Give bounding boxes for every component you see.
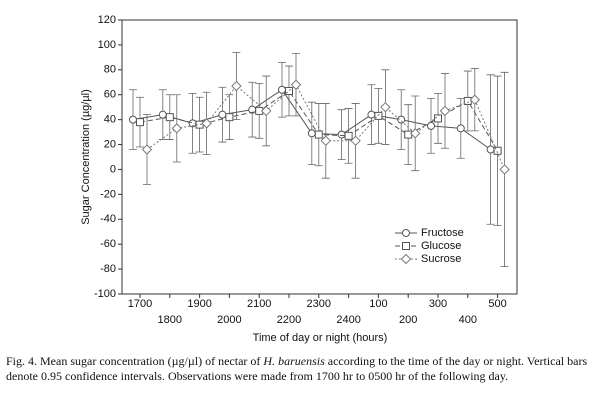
data-point bbox=[493, 146, 502, 155]
data-point bbox=[486, 145, 495, 154]
x-tick-label: 100 bbox=[369, 298, 387, 310]
chart: Sugar Concentration (µg/µl) Time of day … bbox=[80, 14, 518, 344]
y-tick-label: 120 bbox=[98, 14, 116, 26]
x-tick-label: 2000 bbox=[217, 314, 241, 326]
data-point bbox=[158, 110, 167, 119]
caption: Fig. 4. Mean sugar concentration (µg/µl)… bbox=[6, 354, 592, 384]
x-tick-label: 500 bbox=[488, 298, 506, 310]
y-tick-label: 60 bbox=[104, 89, 116, 101]
x-tick-label: 1800 bbox=[158, 314, 182, 326]
data-point bbox=[374, 111, 383, 120]
data-point bbox=[141, 144, 153, 155]
data-point bbox=[314, 130, 323, 139]
data-point bbox=[136, 118, 144, 127]
data-point bbox=[439, 105, 451, 117]
x-tick-label: 300 bbox=[429, 298, 447, 310]
x-axis-label: Time of day or night (hours) bbox=[253, 332, 388, 344]
plot-frame bbox=[121, 19, 518, 295]
legend-label: Sucrose bbox=[421, 253, 461, 265]
data-point bbox=[320, 135, 332, 147]
data-point bbox=[285, 86, 293, 95]
y-tick-label: -80 bbox=[100, 263, 116, 275]
data-point bbox=[427, 121, 435, 130]
data-point bbox=[129, 115, 137, 124]
data-point bbox=[165, 113, 174, 122]
data-point bbox=[201, 118, 212, 129]
data-point bbox=[456, 124, 465, 133]
y-tick-label: 80 bbox=[104, 64, 116, 76]
data-point bbox=[434, 114, 442, 123]
x-tick-label: 2300 bbox=[307, 298, 331, 310]
data-point bbox=[380, 101, 391, 113]
legend-label: Fructose bbox=[421, 227, 464, 239]
y-tick-label: -60 bbox=[100, 238, 116, 250]
data-point bbox=[231, 80, 242, 92]
x-tick-label: 2100 bbox=[247, 298, 271, 310]
x-tick-label: 400 bbox=[459, 314, 477, 326]
legend-marker bbox=[400, 253, 412, 265]
data-point bbox=[218, 110, 227, 119]
y-tick-label: 20 bbox=[104, 138, 116, 150]
data-point bbox=[469, 94, 481, 105]
data-point bbox=[337, 130, 346, 139]
caption-text: according to the time of the day or nigh… bbox=[6, 354, 588, 383]
data-point bbox=[404, 130, 413, 139]
legend-marker bbox=[402, 242, 410, 250]
data-point bbox=[290, 79, 302, 90]
x-tick-label: 1900 bbox=[187, 298, 211, 310]
data-point bbox=[171, 123, 183, 134]
data-point bbox=[260, 105, 272, 117]
x-tick-label: 2200 bbox=[277, 314, 301, 326]
x-tick-label: 1700 bbox=[128, 298, 152, 310]
y-tick-label: -100 bbox=[94, 288, 116, 300]
x-tick-label: 2400 bbox=[336, 314, 360, 326]
data-point bbox=[397, 115, 406, 124]
legend-marker bbox=[402, 229, 410, 237]
data-point bbox=[225, 113, 234, 122]
caption-text: Fig. 4. Mean sugar concentration (µg/µl)… bbox=[6, 354, 264, 368]
x-tick-label: 200 bbox=[399, 314, 417, 326]
data-point bbox=[344, 131, 353, 140]
y-tick-label: 40 bbox=[104, 114, 116, 126]
caption-species: H. baruensis bbox=[263, 354, 325, 368]
data-point bbox=[409, 128, 421, 139]
data-point bbox=[499, 164, 510, 175]
y-tick-label: 100 bbox=[98, 39, 116, 51]
data-point bbox=[367, 110, 376, 119]
data-point bbox=[350, 135, 361, 147]
legend-label: Glucose bbox=[421, 240, 461, 252]
y-tick-label: -40 bbox=[100, 213, 116, 225]
y-tick-label: 0 bbox=[110, 163, 116, 175]
y-axis-label: Sugar Concentration (µg/µl) bbox=[80, 89, 92, 225]
data-point bbox=[278, 85, 286, 94]
y-tick-label: -20 bbox=[100, 188, 116, 200]
data-point bbox=[307, 129, 316, 138]
